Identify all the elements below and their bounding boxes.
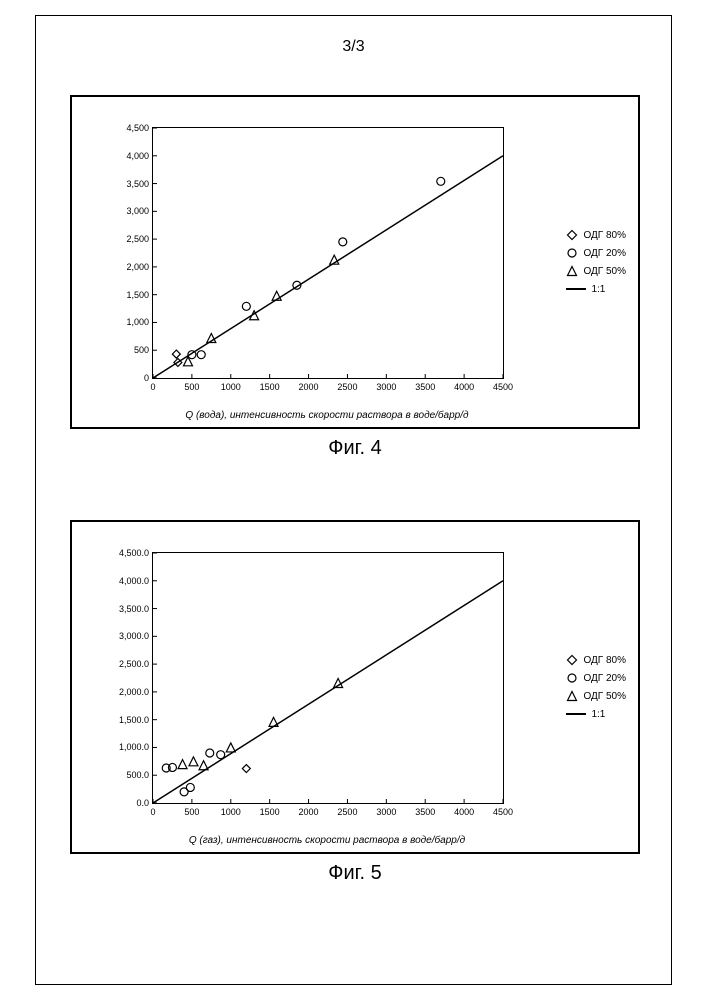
x-tick-label: 3000 [376, 378, 396, 392]
y-tick-label: 500 [134, 345, 153, 355]
y-tick-label: 3,500.0 [119, 604, 153, 614]
legend-item: 1:1 [566, 282, 626, 296]
legend-label: ОДГ 80% [583, 230, 626, 241]
figure-5-caption: Фиг. 5 [70, 862, 640, 885]
x-tick-label: 1000 [221, 803, 241, 817]
legend-circle-icon [566, 247, 578, 259]
figure-4-legend: ОДГ 80% ОДГ 20% ОДГ 50% 1:1 [566, 224, 626, 300]
legend-label: 1:1 [591, 284, 605, 295]
figure-4-chart-outer: Q (вода), массовый расходомер/барр/д 050… [70, 95, 640, 429]
x-tick-label: 2500 [337, 803, 357, 817]
legend-label: ОДГ 20% [583, 248, 626, 259]
y-tick-label: 500.0 [126, 770, 153, 780]
legend-diamond-icon [566, 229, 578, 241]
legend-triangle-icon [566, 690, 578, 702]
legend-item: ОДГ 20% [566, 671, 626, 685]
figure-4-caption: Фиг. 4 [70, 437, 640, 460]
legend-item: ОДГ 80% [566, 228, 626, 242]
x-tick-label: 4000 [454, 378, 474, 392]
legend-item: ОДГ 20% [566, 246, 626, 260]
legend-triangle-icon [566, 265, 578, 277]
figure-5-plot-area: 0500100015002000250030003500400045000.05… [152, 552, 504, 804]
x-tick-label: 1500 [260, 378, 280, 392]
y-tick-label: 3,000.0 [119, 631, 153, 641]
y-tick-label: 4,000 [126, 151, 153, 161]
legend-line-icon [566, 713, 586, 715]
figure-5-chart-outer: Q (газ), массовый расходомер/барр/д 0500… [70, 520, 640, 854]
legend-item: 1:1 [566, 707, 626, 721]
y-tick-label: 2,500 [126, 234, 153, 244]
y-tick-label: 1,500.0 [119, 715, 153, 725]
y-tick-label: 4,500.0 [119, 548, 153, 558]
legend-item: ОДГ 80% [566, 653, 626, 667]
x-tick-label: 2000 [299, 803, 319, 817]
y-tick-label: 4,500 [126, 123, 153, 133]
legend-diamond-icon [566, 654, 578, 666]
legend-label: ОДГ 20% [583, 673, 626, 684]
figure-5-block: Q (газ), массовый расходомер/барр/д 0500… [70, 520, 640, 885]
x-tick-label: 3000 [376, 803, 396, 817]
figure-4-xlabel: Q (вода), интенсивность скорости раствор… [152, 410, 502, 421]
legend-item: ОДГ 50% [566, 264, 626, 278]
x-tick-label: 1500 [260, 803, 280, 817]
x-tick-label: 500 [184, 378, 199, 392]
y-tick-label: 3,000 [126, 206, 153, 216]
y-tick-label: 0 [144, 373, 153, 383]
legend-label: ОДГ 80% [583, 655, 626, 666]
x-tick-label: 1000 [221, 378, 241, 392]
figure-5-xlabel: Q (газ), интенсивность скорости раствора… [152, 835, 502, 846]
x-tick-label: 3500 [415, 378, 435, 392]
y-tick-label: 1,000 [126, 317, 153, 327]
y-tick-label: 3,500 [126, 179, 153, 189]
x-tick-label: 2000 [299, 378, 319, 392]
y-tick-label: 2,500.0 [119, 659, 153, 669]
y-tick-label: 4,000.0 [119, 576, 153, 586]
legend-line-icon [566, 288, 586, 290]
figure-4-block: Q (вода), массовый расходомер/барр/д 050… [70, 95, 640, 460]
y-tick-label: 1,000.0 [119, 742, 153, 752]
y-tick-label: 1,500 [126, 290, 153, 300]
y-tick-label: 0.0 [136, 798, 153, 808]
legend-label: 1:1 [591, 709, 605, 720]
y-tick-label: 2,000.0 [119, 687, 153, 697]
legend-circle-icon [566, 672, 578, 684]
figure-5-legend: ОДГ 80% ОДГ 20% ОДГ 50% 1:1 [566, 649, 626, 725]
x-tick-label: 2500 [337, 378, 357, 392]
y-tick-label: 2,000 [126, 262, 153, 272]
legend-label: ОДГ 50% [583, 266, 626, 277]
page-number: 3/3 [0, 38, 707, 56]
x-tick-label: 4500 [493, 803, 513, 817]
x-tick-label: 3500 [415, 803, 435, 817]
x-tick-label: 500 [184, 803, 199, 817]
x-tick-label: 4500 [493, 378, 513, 392]
x-tick-label: 4000 [454, 803, 474, 817]
legend-label: ОДГ 50% [583, 691, 626, 702]
figure-4-plot-area: 0500100015002000250030003500400045000500… [152, 127, 504, 379]
legend-item: ОДГ 50% [566, 689, 626, 703]
